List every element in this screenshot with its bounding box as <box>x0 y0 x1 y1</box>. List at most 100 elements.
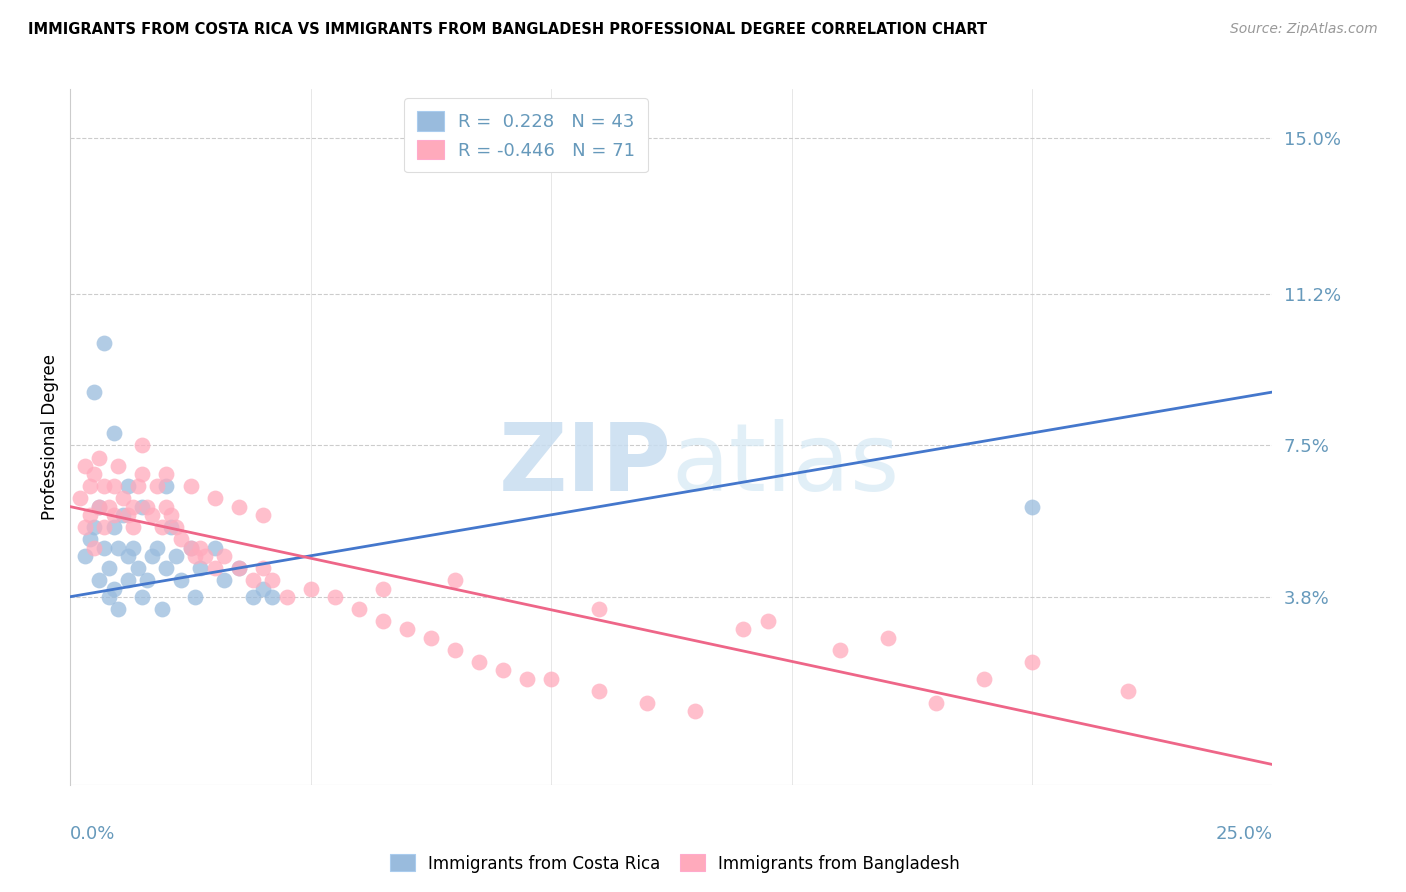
Point <box>492 664 515 678</box>
Point <box>83 385 105 400</box>
Point <box>262 574 284 588</box>
Point <box>146 479 169 493</box>
Point <box>276 590 298 604</box>
Point <box>347 602 370 616</box>
Point <box>170 533 193 547</box>
Point <box>188 541 211 555</box>
Point <box>73 458 96 473</box>
Point <box>121 520 143 534</box>
Point <box>212 549 235 563</box>
Point <box>103 520 125 534</box>
Point <box>588 683 610 698</box>
Point <box>262 590 284 604</box>
Point <box>212 574 235 588</box>
Point <box>131 438 153 452</box>
Point <box>733 623 755 637</box>
Point <box>204 561 226 575</box>
Point <box>155 479 177 493</box>
Point <box>79 479 101 493</box>
Point <box>83 541 105 555</box>
Point <box>97 590 120 604</box>
Point <box>141 508 163 522</box>
Text: ZIP: ZIP <box>499 419 672 511</box>
Point <box>252 508 274 522</box>
Point <box>136 500 159 514</box>
Point <box>131 590 153 604</box>
Point <box>127 479 149 493</box>
Point <box>160 508 183 522</box>
Point <box>516 672 538 686</box>
Point <box>1021 500 1043 514</box>
Point <box>165 549 187 563</box>
Point <box>299 582 322 596</box>
Point <box>141 549 163 563</box>
Point <box>155 500 177 514</box>
Point <box>131 467 153 481</box>
Point <box>420 631 443 645</box>
Point <box>180 541 202 555</box>
Point <box>252 582 274 596</box>
Point <box>228 500 250 514</box>
Point <box>112 508 135 522</box>
Point <box>468 655 491 669</box>
Point <box>79 533 101 547</box>
Point <box>103 582 125 596</box>
Point <box>103 479 125 493</box>
Point <box>371 582 394 596</box>
Point <box>204 541 226 555</box>
Point <box>540 672 562 686</box>
Point <box>1116 683 1139 698</box>
Point <box>89 500 111 514</box>
Point <box>93 335 115 350</box>
Point <box>876 631 898 645</box>
Point <box>69 491 91 506</box>
Point <box>73 520 96 534</box>
Text: Source: ZipAtlas.com: Source: ZipAtlas.com <box>1230 22 1378 37</box>
Text: IMMIGRANTS FROM COSTA RICA VS IMMIGRANTS FROM BANGLADESH PROFESSIONAL DEGREE COR: IMMIGRANTS FROM COSTA RICA VS IMMIGRANTS… <box>28 22 987 37</box>
Point <box>136 574 159 588</box>
Point <box>103 425 125 440</box>
Point <box>117 508 139 522</box>
Point <box>97 561 120 575</box>
Point <box>89 574 111 588</box>
Point <box>636 696 658 710</box>
Text: 25.0%: 25.0% <box>1215 825 1272 843</box>
Point <box>588 602 610 616</box>
Point <box>395 623 418 637</box>
Point <box>973 672 995 686</box>
Point <box>83 467 105 481</box>
Point <box>165 520 187 534</box>
Point <box>371 614 394 628</box>
Point <box>756 614 779 628</box>
Point <box>112 491 135 506</box>
Point <box>93 541 115 555</box>
Point <box>242 590 264 604</box>
Point <box>444 574 467 588</box>
Point <box>228 561 250 575</box>
Point <box>127 561 149 575</box>
Point <box>194 549 217 563</box>
Point <box>150 520 173 534</box>
Point <box>155 467 177 481</box>
Y-axis label: Professional Degree: Professional Degree <box>41 354 59 520</box>
Point <box>252 561 274 575</box>
Point <box>160 520 183 534</box>
Point <box>323 590 346 604</box>
Point <box>184 549 207 563</box>
Point <box>188 561 211 575</box>
Point <box>79 508 101 522</box>
Point <box>83 520 105 534</box>
Point <box>444 643 467 657</box>
Point <box>146 541 169 555</box>
Point <box>180 479 202 493</box>
Point <box>228 561 250 575</box>
Point <box>925 696 948 710</box>
Point <box>155 561 177 575</box>
Point <box>150 602 173 616</box>
Point <box>184 590 207 604</box>
Point <box>180 541 202 555</box>
Point <box>685 704 707 718</box>
Point <box>93 479 115 493</box>
Point <box>107 602 129 616</box>
Text: atlas: atlas <box>672 419 900 511</box>
